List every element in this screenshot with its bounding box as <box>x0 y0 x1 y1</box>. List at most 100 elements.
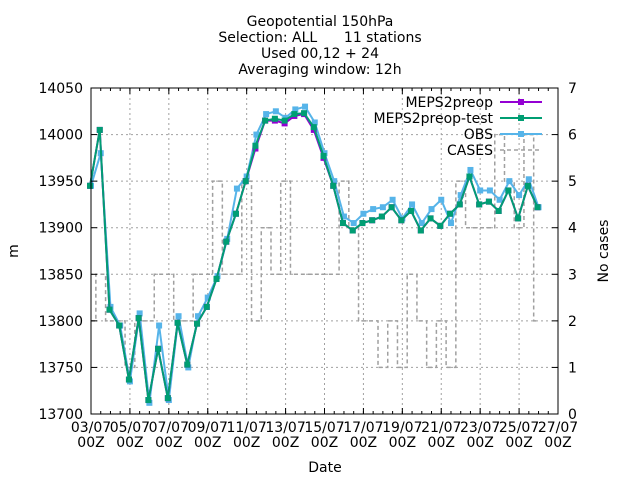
data-point-obs <box>136 310 143 317</box>
y-tick-label: 13700 <box>38 407 83 423</box>
data-point-meps2preop-test <box>194 320 201 327</box>
data-point-meps2preop-test <box>96 126 103 133</box>
data-point-obs <box>156 322 163 329</box>
y2-tick-label: 2 <box>568 314 577 330</box>
data-point-meps2preop-test <box>281 117 288 124</box>
y-axis-tick-labels: 13700 13750 13800 13850 13900 13950 14000 14050 <box>38 81 83 423</box>
x-tick-label-hour: 00Z <box>428 435 455 451</box>
data-point-meps2preop-test <box>417 227 424 234</box>
data-point-obs <box>370 206 377 213</box>
data-point-meps2preop-test <box>252 142 259 149</box>
data-point-meps2preop-test <box>164 395 171 402</box>
data-point-meps2preop-test <box>301 110 308 117</box>
data-point-obs <box>272 108 279 115</box>
data-point-meps2preop-test <box>262 117 269 124</box>
data-point-obs <box>263 111 270 118</box>
x-tick-label-date: 23/07 <box>460 420 500 436</box>
x-tick-label-hour: 00Z <box>544 435 571 451</box>
x-tick-label-date: 11/07 <box>226 420 266 436</box>
legend-label-cases: CASES <box>447 143 493 159</box>
legend-marker-meps2preop-test <box>518 115 524 121</box>
x-tick-label-hour: 00Z <box>194 435 221 451</box>
data-point-meps2preop-test <box>427 215 434 222</box>
data-point-meps2preop-test <box>232 210 239 217</box>
x-tick-label-hour: 00Z <box>233 435 260 451</box>
data-point-meps2preop-test <box>339 220 346 227</box>
y-tick-label: 13850 <box>38 267 83 283</box>
data-point-obs <box>389 196 396 203</box>
title-line-1: Geopotential 150hPa <box>247 14 394 30</box>
y-tick-label: 13750 <box>38 360 83 376</box>
x-tick-label-hour: 00Z <box>466 435 493 451</box>
x-tick-label-date: 27/07 <box>538 420 578 436</box>
y-tick-label: 14050 <box>38 81 83 97</box>
x-tick-label-date: 21/07 <box>421 420 461 436</box>
data-point-obs <box>457 192 464 199</box>
data-point-obs <box>506 178 513 185</box>
x-tick-label-date: 25/07 <box>499 420 539 436</box>
data-point-meps2preop-test <box>125 376 132 383</box>
y-tick-label: 13950 <box>38 174 83 190</box>
x-tick-label-hour: 00Z <box>311 435 338 451</box>
y2-tick-label: 6 <box>568 128 577 144</box>
data-point-meps2preop-test <box>174 319 181 326</box>
data-point-obs <box>486 187 493 194</box>
data-point-meps2preop-test <box>447 210 454 217</box>
x-tick-label-date: 05/07 <box>110 420 150 436</box>
data-point-obs <box>525 176 532 183</box>
tick-marks <box>90 87 559 415</box>
data-point-meps2preop-test <box>349 227 356 234</box>
data-point-obs <box>331 178 338 185</box>
data-point-meps2preop-test <box>456 201 463 208</box>
data-point-obs <box>516 192 523 199</box>
data-point-meps2preop-test <box>106 306 113 313</box>
x-tick-label-hour: 00Z <box>272 435 299 451</box>
x-tick-label-date: 03/07 <box>71 420 111 436</box>
data-point-meps2preop-test <box>495 207 502 214</box>
data-point-obs <box>204 294 211 301</box>
data-point-meps2preop-test <box>378 213 385 220</box>
data-point-meps2preop-test <box>398 217 405 224</box>
data-point-obs <box>477 187 484 194</box>
y2-axis-tick-labels: 0 1 2 3 4 5 6 7 <box>568 81 577 423</box>
y-axis-label: m <box>6 244 22 258</box>
series-layer <box>87 103 542 406</box>
data-point-meps2preop-test <box>330 182 337 189</box>
x-tick-label-hour: 00Z <box>116 435 143 451</box>
legend-label-meps2preop: MEPS2preop <box>405 95 493 111</box>
x-tick-label-hour: 00Z <box>77 435 104 451</box>
data-point-meps2preop-test <box>476 201 483 208</box>
data-point-obs <box>418 220 425 227</box>
y-tick-label: 13900 <box>38 221 83 237</box>
data-point-meps2preop-test <box>116 322 123 329</box>
data-point-meps2preop-test <box>145 397 152 404</box>
y2-tick-label: 0 <box>568 407 577 423</box>
data-point-obs <box>409 201 416 208</box>
x-tick-label-date: 17/07 <box>343 420 383 436</box>
x-tick-label-date: 07/07 <box>149 420 189 436</box>
data-point-obs <box>340 213 347 220</box>
data-point-obs <box>467 166 474 173</box>
data-point-obs <box>311 119 318 126</box>
data-point-obs <box>302 103 309 110</box>
data-point-meps2preop-test <box>437 222 444 229</box>
y2-tick-label: 3 <box>568 267 577 283</box>
title-line-4: Averaging window: 12h <box>238 62 401 78</box>
title-line-2: Selection: ALL 11 stations <box>218 30 421 46</box>
x-tick-label-hour: 00Z <box>350 435 377 451</box>
x-tick-label-date: 19/07 <box>382 420 422 436</box>
data-point-meps2preop-test <box>524 182 531 189</box>
data-point-obs <box>438 196 445 203</box>
data-point-obs <box>195 313 202 320</box>
data-point-meps2preop-test <box>242 178 249 185</box>
data-point-obs <box>350 220 357 227</box>
data-point-obs <box>233 185 240 192</box>
data-point-meps2preop-test <box>388 204 395 211</box>
data-point-obs <box>496 196 503 203</box>
y2-tick-label: 5 <box>568 174 577 190</box>
data-point-obs <box>253 131 260 138</box>
legend-marker-obs <box>518 131 524 137</box>
data-point-meps2preop-test <box>369 217 376 224</box>
y2-tick-label: 1 <box>568 360 577 376</box>
